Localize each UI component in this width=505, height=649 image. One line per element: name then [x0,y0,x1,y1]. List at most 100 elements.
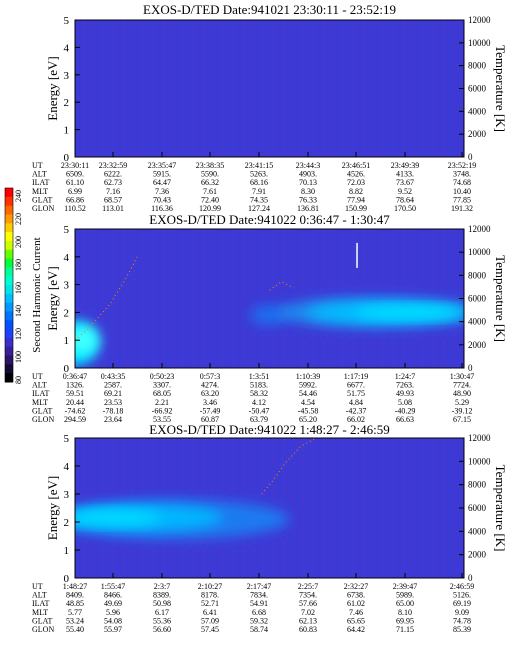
colorbar-tick-label: 160 [14,282,23,294]
ephemeris-value: 66.02 [347,415,365,424]
y-tick-label: 0 [64,573,70,585]
y2-axis-label: Temperature [K] [493,45,505,132]
ephemeris-value: 59.32 [250,616,268,625]
ephemeris-value: 4.84 [349,398,363,407]
ephemeris-row-label: MLT [32,187,48,196]
y-tick-label: 2 [64,97,70,109]
colorbar-tick-label: 180 [14,259,23,271]
ephemeris-value: 5.77 [68,608,82,617]
dotted-trace [75,256,138,341]
ephemeris-value: 4526. [347,170,365,179]
intensity-blob [75,510,161,525]
ephemeris-value: 9.52 [398,187,412,196]
colorbar-tick-label: 140 [14,305,23,317]
ephemeris-value: 57.45 [201,625,219,634]
y-tick-label: 2 [64,307,70,319]
ephemeris-value: 23:38:35 [196,161,224,170]
ephemeris-row-label: ILAT [32,178,49,187]
ephemeris-value: 2.21 [155,398,169,407]
ephemeris-value: 7354. [299,591,317,600]
y2-tick-label: 0 [468,573,473,583]
chart-panel-3: EXOS-D/TED Date:941022 1:48:27 - 2:46:59… [32,422,505,634]
colorbar-swatch [5,337,13,348]
ephemeris-value: -45.58 [298,406,319,415]
colorbar-swatch [5,267,13,277]
ephemeris-value: 49.69 [104,599,122,608]
colorbar-swatch [5,232,13,242]
ephemeris-value: 150.99 [345,204,367,213]
ephemeris-value: 67.15 [453,415,471,424]
intensity-blob [75,326,99,355]
plot-area [75,229,464,368]
ephemeris-value: 5263. [250,170,268,179]
y-axis-label: Energy [eV] [45,56,60,120]
ephemeris-value: 65.20 [299,415,317,424]
ephemeris-value: 1:3:51 [249,372,269,381]
ephemeris-value: 6.41 [203,608,217,617]
colorbar-swatch [5,205,13,215]
y-axis-label: Energy [eV] [45,266,60,330]
ephemeris-value: 5992. [299,381,317,390]
ephemeris-value: 5126. [453,591,471,600]
ephemeris-value: 6677. [347,381,365,390]
plot-area [75,438,464,578]
y2-tick-label: 8000 [468,61,487,71]
colorbar: 240 220 200 180 160 140 120 100 80 Second Harmoni… [4,187,43,384]
ephemeris-row-label: ILAT [32,599,49,608]
ephemeris-row-label: GLON [32,415,54,424]
y-tick-label: 0 [64,152,70,164]
ephemeris-row-label: GLON [32,204,54,213]
ephemeris-value: 52.71 [201,599,219,608]
colorbar-swatch [5,320,13,330]
ephemeris-value: 294.59 [64,415,86,424]
ephemeris-value: 8178. [201,591,219,600]
colorbar-swatch [5,293,13,304]
ephemeris-value: 69.21 [104,389,122,398]
chart-title: EXOS-D/TED Date:941022 0:36:47 - 1:30:47 [149,212,390,227]
ephemeris-value: 6.17 [155,608,169,617]
ephemeris-value: 50.98 [153,599,171,608]
ephemeris-value: 4903. [299,170,317,179]
ephemeris-value: 5989. [396,591,414,600]
y2-tick-label: 6000 [468,84,487,94]
dotted-trace [261,438,317,495]
ephemeris-row-label: ILAT [32,389,49,398]
ephemeris-value: 68.16 [250,178,268,187]
ephemeris-value: 70.43 [153,195,171,204]
y-tick-label: 5 [64,224,70,236]
y2-tick-label: 6000 [468,503,487,513]
ephemeris-value: 58.74 [250,625,268,634]
ephemeris-value: 23:52:19 [448,161,476,170]
ephemeris-value: 5.29 [455,398,469,407]
ephemeris-value: 61.02 [347,599,365,608]
ephemeris-value: 78.64 [396,195,414,204]
colorbar-label: Second Harmonic Current [31,237,43,352]
colorbar-tick-label: 240 [14,190,23,202]
ephemeris-value: -40.29 [395,406,416,415]
ephemeris-value: 8.10 [398,608,412,617]
y2-tick-label: 12000 [468,433,491,443]
ephemeris-value: 8389. [153,591,171,600]
colorbar-tick-label: 220 [14,213,23,225]
colorbar-tick-label: 120 [14,328,23,340]
ephemeris-row-label: ALT [32,591,47,600]
y2-tick-label: 2000 [468,340,487,350]
ephemeris-value: 66.86 [66,195,84,204]
colorbar-swatch [5,311,13,321]
ephemeris-value: 68.05 [153,389,171,398]
ephemeris-row-label: ALT [32,170,47,179]
ephemeris-value: 66.63 [396,415,414,424]
ephemeris-value: 73.67 [396,178,414,187]
ephemeris-value: 3.46 [203,398,217,407]
y2-tick-label: 2000 [468,550,487,560]
ephemeris-value: 110.52 [64,204,86,213]
ephemeris-value: -57.49 [200,406,221,415]
ephemeris-value: 77.94 [347,195,365,204]
ephemeris-row-label: UT [32,372,43,381]
y2-tick-label: 6000 [468,294,487,304]
chart-title: EXOS-D/TED Date:941022 1:48:27 - 2:46:59 [149,422,389,437]
colorbar-swatch [5,364,13,374]
ephemeris-value: 1:24:7 [395,372,415,381]
